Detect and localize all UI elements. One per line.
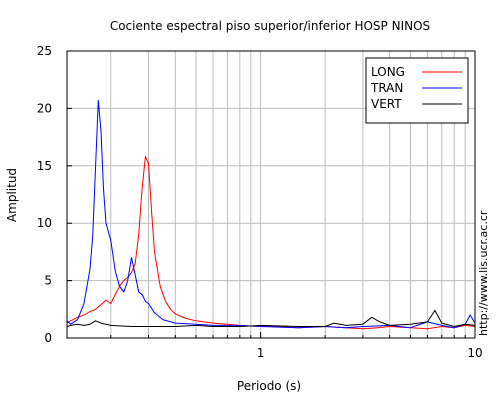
plot-frame (66, 50, 476, 339)
y-tick-label: 0 (44, 331, 52, 345)
x-axis-label: Periodo (s) (237, 379, 301, 393)
y-axis-ticks: 0 5 10 15 20 25 (37, 44, 72, 345)
series-lines (66, 99, 476, 330)
y-tick-label: 20 (37, 101, 52, 115)
y-tick-label: 10 (37, 216, 52, 230)
legend: LONG TRAN VERT (365, 57, 469, 124)
x-tick-label: 1 (257, 346, 265, 360)
chart-title: Cociente espectral piso superior/inferio… (110, 19, 430, 33)
y-axis-label: Amplitud (5, 168, 19, 222)
y-tick-label: 5 (44, 274, 52, 288)
watermark-url: http://www.lis.ucr.ac.cr (477, 210, 490, 336)
x-tick-label: 10 (467, 346, 482, 360)
legend-label-long: LONG (371, 65, 405, 79)
legend-box (365, 57, 469, 124)
legend-label-tran: TRAN (370, 81, 403, 95)
y-tick-label: 15 (37, 159, 52, 173)
y-tick-label: 25 (37, 44, 52, 58)
series-line-vert (66, 309, 476, 327)
series-line-tran (66, 99, 476, 329)
legend-label-vert: VERT (371, 97, 402, 111)
series-line-long (66, 156, 476, 330)
x-axis-ticks: 1 10 (110, 332, 483, 360)
